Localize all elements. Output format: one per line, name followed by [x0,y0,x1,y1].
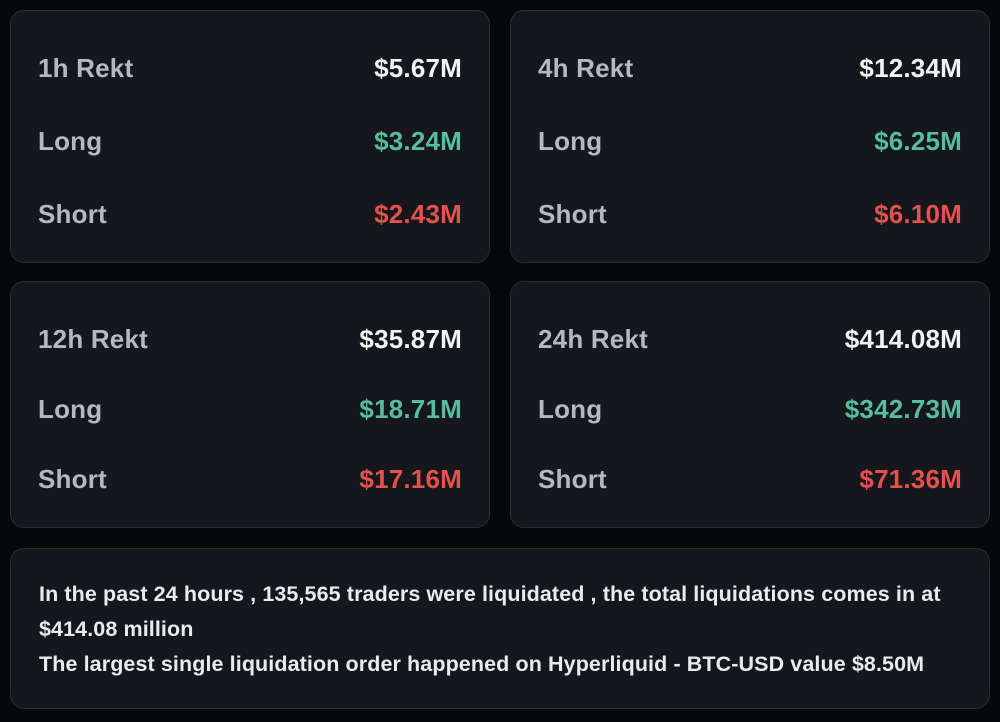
long-label: Long [538,394,603,424]
short-row: Short $2.43M [38,199,462,230]
long-label: Long [38,126,103,156]
total-value: $12.34M [859,53,962,83]
rekt-card-4h: 4h Rekt $12.34M Long $6.25M Short $6.10M [510,10,990,263]
card-title: 1h Rekt [38,53,134,83]
total-row: 24h Rekt $414.08M [538,324,962,355]
summary-line-2: The largest single liquidation order hap… [39,652,925,676]
short-value: $71.36M [859,464,962,494]
long-label: Long [38,394,103,424]
total-value: $414.08M [844,324,962,354]
long-row: Long $3.24M [38,126,462,157]
short-value: $2.43M [374,199,462,229]
card-title: 4h Rekt [538,53,634,83]
short-label: Short [38,464,107,494]
rekt-cards-grid: 1h Rekt $5.67M Long $3.24M Short $2.43M … [10,10,990,528]
liquidation-summary-card: In the past 24 hours , 135,565 traders w… [10,548,990,709]
short-row: Short $17.16M [38,464,462,495]
rekt-card-24h: 24h Rekt $414.08M Long $342.73M Short $7… [510,281,990,528]
short-value: $17.16M [359,464,462,494]
long-value: $3.24M [374,126,462,156]
long-label: Long [538,126,603,156]
long-value: $6.25M [874,126,962,156]
summary-line-1: In the past 24 hours , 135,565 traders w… [39,582,941,641]
long-row: Long $6.25M [538,126,962,157]
rekt-card-1h: 1h Rekt $5.67M Long $3.24M Short $2.43M [10,10,490,263]
total-value: $35.87M [359,324,462,354]
short-row: Short $6.10M [538,199,962,230]
card-title: 12h Rekt [38,324,148,354]
long-row: Long $342.73M [538,394,962,425]
long-row: Long $18.71M [38,394,462,425]
total-value: $5.67M [374,53,462,83]
long-value: $342.73M [844,394,962,424]
short-label: Short [38,199,107,229]
long-value: $18.71M [359,394,462,424]
total-row: 12h Rekt $35.87M [38,324,462,355]
short-row: Short $71.36M [538,464,962,495]
short-label: Short [538,199,607,229]
rekt-card-12h: 12h Rekt $35.87M Long $18.71M Short $17.… [10,281,490,528]
short-value: $6.10M [874,199,962,229]
total-row: 1h Rekt $5.67M [38,53,462,84]
card-title: 24h Rekt [538,324,648,354]
total-row: 4h Rekt $12.34M [538,53,962,84]
short-label: Short [538,464,607,494]
